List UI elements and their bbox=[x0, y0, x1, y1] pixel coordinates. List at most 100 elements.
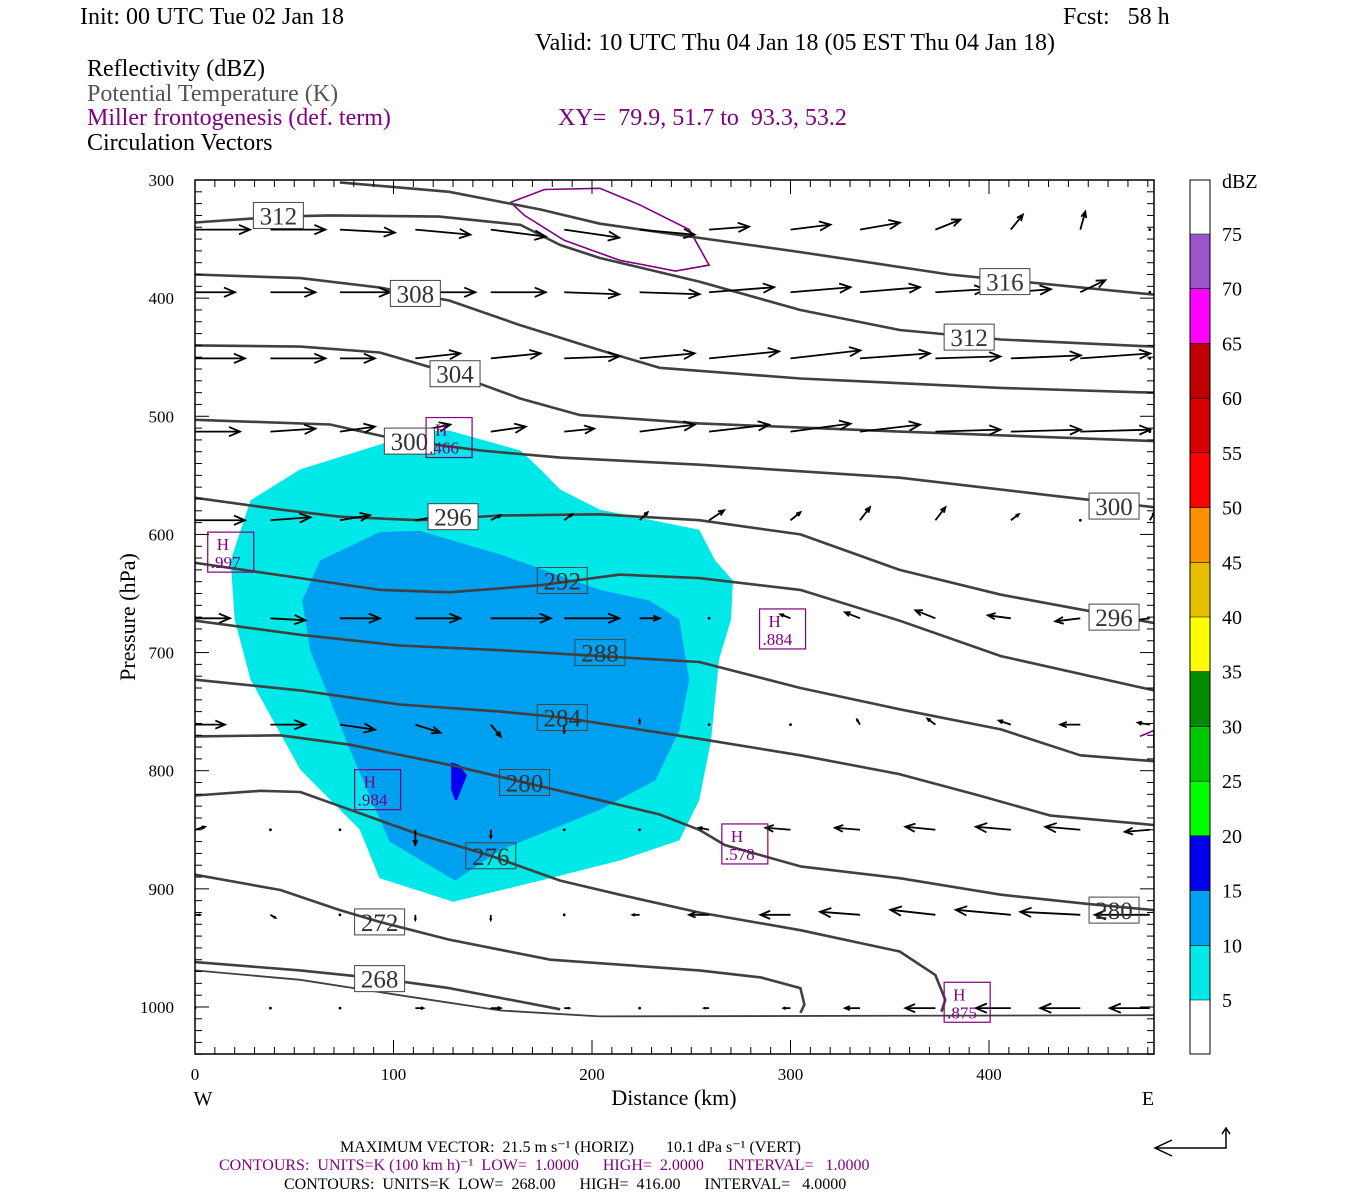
colorbar-swatch bbox=[1190, 890, 1210, 946]
field-vectors-title: Circulation Vectors bbox=[87, 130, 273, 156]
vector-arrow bbox=[564, 288, 622, 300]
vector-arrow bbox=[1010, 512, 1021, 521]
vector-arrow bbox=[490, 286, 549, 298]
theta-contour-label-text: 292 bbox=[543, 568, 581, 595]
theta-contour-284 bbox=[195, 678, 1154, 827]
vector-arrow bbox=[638, 717, 642, 725]
theta-contour-label: 296 bbox=[1088, 603, 1140, 632]
vector-arrow bbox=[490, 1005, 504, 1011]
maximum-mark: H bbox=[953, 985, 965, 1004]
colorbar-label: 45 bbox=[1222, 552, 1242, 574]
theta-contour-label: 288 bbox=[574, 639, 626, 668]
colorbar-label: 40 bbox=[1222, 607, 1242, 629]
vector-arrow bbox=[415, 612, 463, 624]
vector-arrow bbox=[638, 1006, 642, 1010]
vector-arrow bbox=[489, 914, 493, 923]
vector-arrow bbox=[1010, 424, 1084, 436]
colorbar-swatch bbox=[1190, 234, 1210, 289]
theta-contour-label-text: 312 bbox=[950, 325, 988, 352]
vector-arrow bbox=[562, 913, 566, 917]
theta-contour-label: 280 bbox=[1088, 896, 1140, 925]
vector-arrow bbox=[270, 423, 318, 435]
vector-arrow bbox=[1148, 290, 1152, 294]
vector-arrow bbox=[1037, 1002, 1081, 1014]
vector-arrow bbox=[707, 616, 711, 620]
colorbar-swatch bbox=[1190, 288, 1210, 344]
theta-contour-label: 276 bbox=[465, 842, 517, 871]
theta-contour-label: 284 bbox=[536, 704, 588, 733]
theta-contour-label: 308 bbox=[389, 279, 441, 308]
y-tick-label: 900 bbox=[149, 880, 175, 899]
vector-arrow bbox=[195, 286, 238, 298]
reference-vector-arrow-icon bbox=[1153, 1126, 1231, 1157]
colorbar-swatch bbox=[1190, 945, 1210, 1000]
y-tick-label: 300 bbox=[149, 171, 175, 190]
maximum-mark: H bbox=[731, 827, 743, 846]
colorbar-title: dBZ bbox=[1222, 171, 1258, 193]
theta-contour-label: 312 bbox=[252, 201, 304, 230]
colorbar-swatch bbox=[1190, 617, 1210, 672]
colorbar-swatch bbox=[1190, 562, 1210, 617]
vector-arrow bbox=[563, 512, 575, 521]
vector-arrow bbox=[638, 828, 642, 832]
vector-arrow bbox=[789, 723, 792, 727]
vector-arrow bbox=[758, 909, 791, 920]
vector-arrow bbox=[1018, 906, 1081, 918]
vector-arrow bbox=[490, 228, 549, 241]
init-time: Init: 00 UTC Tue 02 Jan 18 bbox=[80, 4, 345, 30]
theta-contour-info: CONTOURS: UNITS=K LOW= 268.00 HIGH= 416.… bbox=[284, 1176, 847, 1193]
vector-arrow bbox=[270, 224, 328, 236]
colorbar-swatch bbox=[1190, 452, 1210, 508]
frontogenesis-maximum: H.466 bbox=[425, 416, 473, 459]
theta-contour-label: 292 bbox=[536, 566, 588, 595]
maximum-value: .984 bbox=[358, 791, 388, 810]
theta-contour-316 bbox=[339, 181, 1154, 296]
theta-contour-label-text: 308 bbox=[397, 281, 435, 308]
theta-contour-label-text: 280 bbox=[506, 771, 544, 798]
reflectivity-area-15dbz bbox=[451, 762, 467, 801]
colorbar-swatch bbox=[1190, 180, 1210, 234]
colorbar-swatch bbox=[1190, 398, 1210, 453]
vector-arrow bbox=[789, 510, 803, 521]
theta-contour-label-text: 316 bbox=[986, 270, 1024, 297]
vector-arrow bbox=[564, 351, 622, 363]
vector-arrow bbox=[763, 824, 791, 833]
east-label: E bbox=[1142, 1088, 1154, 1110]
vector-arrow bbox=[696, 826, 710, 831]
vector-arrow bbox=[817, 907, 861, 919]
theta-contour-280 bbox=[195, 733, 1154, 912]
vector-arrow bbox=[1079, 209, 1088, 230]
maximum-value: .997 bbox=[211, 553, 241, 572]
theta-contour-label-text: 296 bbox=[434, 505, 472, 532]
vector-arrow bbox=[639, 420, 697, 433]
colorbar-label: 10 bbox=[1222, 935, 1242, 957]
vector-arrow bbox=[195, 426, 243, 438]
vector-arrow bbox=[339, 612, 383, 624]
theta-contour-label: 272 bbox=[354, 908, 406, 937]
vector-arrow bbox=[934, 505, 947, 521]
theta-contour-label: 312 bbox=[943, 323, 995, 352]
vector-arrow bbox=[562, 828, 566, 832]
vector-arrow bbox=[925, 717, 936, 726]
theta-contour-label: 300 bbox=[383, 427, 435, 456]
vector-arrow bbox=[339, 286, 393, 298]
plot-area bbox=[195, 181, 1154, 1018]
colorbar-swatch bbox=[1190, 1000, 1210, 1054]
vector-arrow bbox=[1043, 822, 1081, 834]
vector-arrow bbox=[269, 914, 278, 920]
vector-arrow bbox=[859, 348, 933, 360]
circulation-vectors bbox=[195, 209, 1154, 1014]
y-tick-label: 500 bbox=[149, 407, 175, 426]
vector-arrow bbox=[415, 228, 473, 240]
vector-arrow bbox=[338, 913, 342, 917]
vector-arrow bbox=[339, 422, 378, 434]
vector-arrow bbox=[1079, 279, 1108, 294]
vector-arrow bbox=[1107, 1002, 1150, 1014]
vector-arrow bbox=[832, 824, 861, 833]
vector-arrow bbox=[412, 829, 419, 848]
vector-arrow bbox=[490, 422, 529, 434]
colorbar-swatch bbox=[1190, 671, 1210, 727]
theta-contour-label-text: 288 bbox=[581, 641, 619, 668]
field-frontogenesis-title: Miller frontogenesis (def. term) bbox=[87, 105, 391, 131]
